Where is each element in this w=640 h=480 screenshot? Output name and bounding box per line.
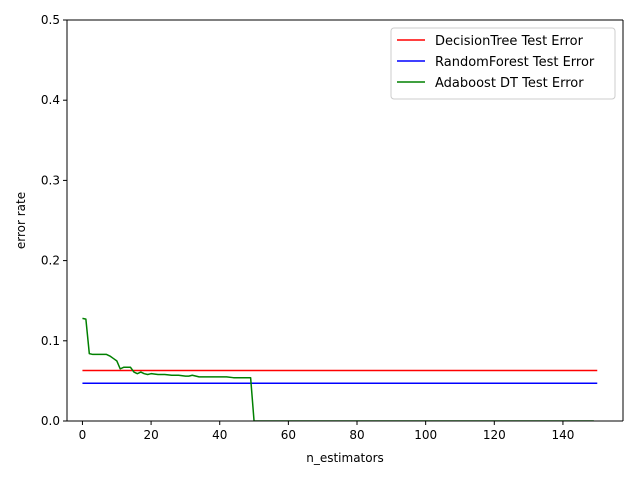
series-line-adaboost-dt-test-error: [82, 317, 594, 421]
y-axis-label: error rate: [14, 192, 28, 249]
x-tick-label: 20: [143, 428, 158, 442]
y-tick-label: 0.4: [41, 93, 60, 107]
y-tick-label: 0.3: [41, 173, 60, 187]
x-tick-label: 120: [483, 428, 506, 442]
y-tick-label: 0.0: [41, 414, 60, 428]
x-tick-label: 0: [79, 428, 87, 442]
x-tick-label: 60: [281, 428, 296, 442]
legend-label-randomforest-test-error: RandomForest Test Error: [435, 55, 595, 70]
y-tick-label: 0.2: [41, 254, 60, 268]
y-tick-label: 0.1: [41, 334, 60, 348]
legend: DecisionTree Test Error RandomForest Test…: [390, 27, 616, 100]
y-tick-label: 0.5: [41, 13, 60, 27]
legend-label-adaboost-dt-test-error: Adaboost DT Test Error: [435, 76, 584, 91]
x-axis-label: n_estimators: [306, 451, 384, 465]
legend-box: [390, 27, 616, 100]
x-tick-label: 140: [551, 428, 574, 442]
legend-label-decisiontree-test-error: DecisionTree Test Error: [435, 34, 584, 49]
x-tick-label: 40: [212, 428, 227, 442]
x-tick-label: 100: [414, 428, 437, 442]
x-tick-label: 80: [349, 428, 364, 442]
